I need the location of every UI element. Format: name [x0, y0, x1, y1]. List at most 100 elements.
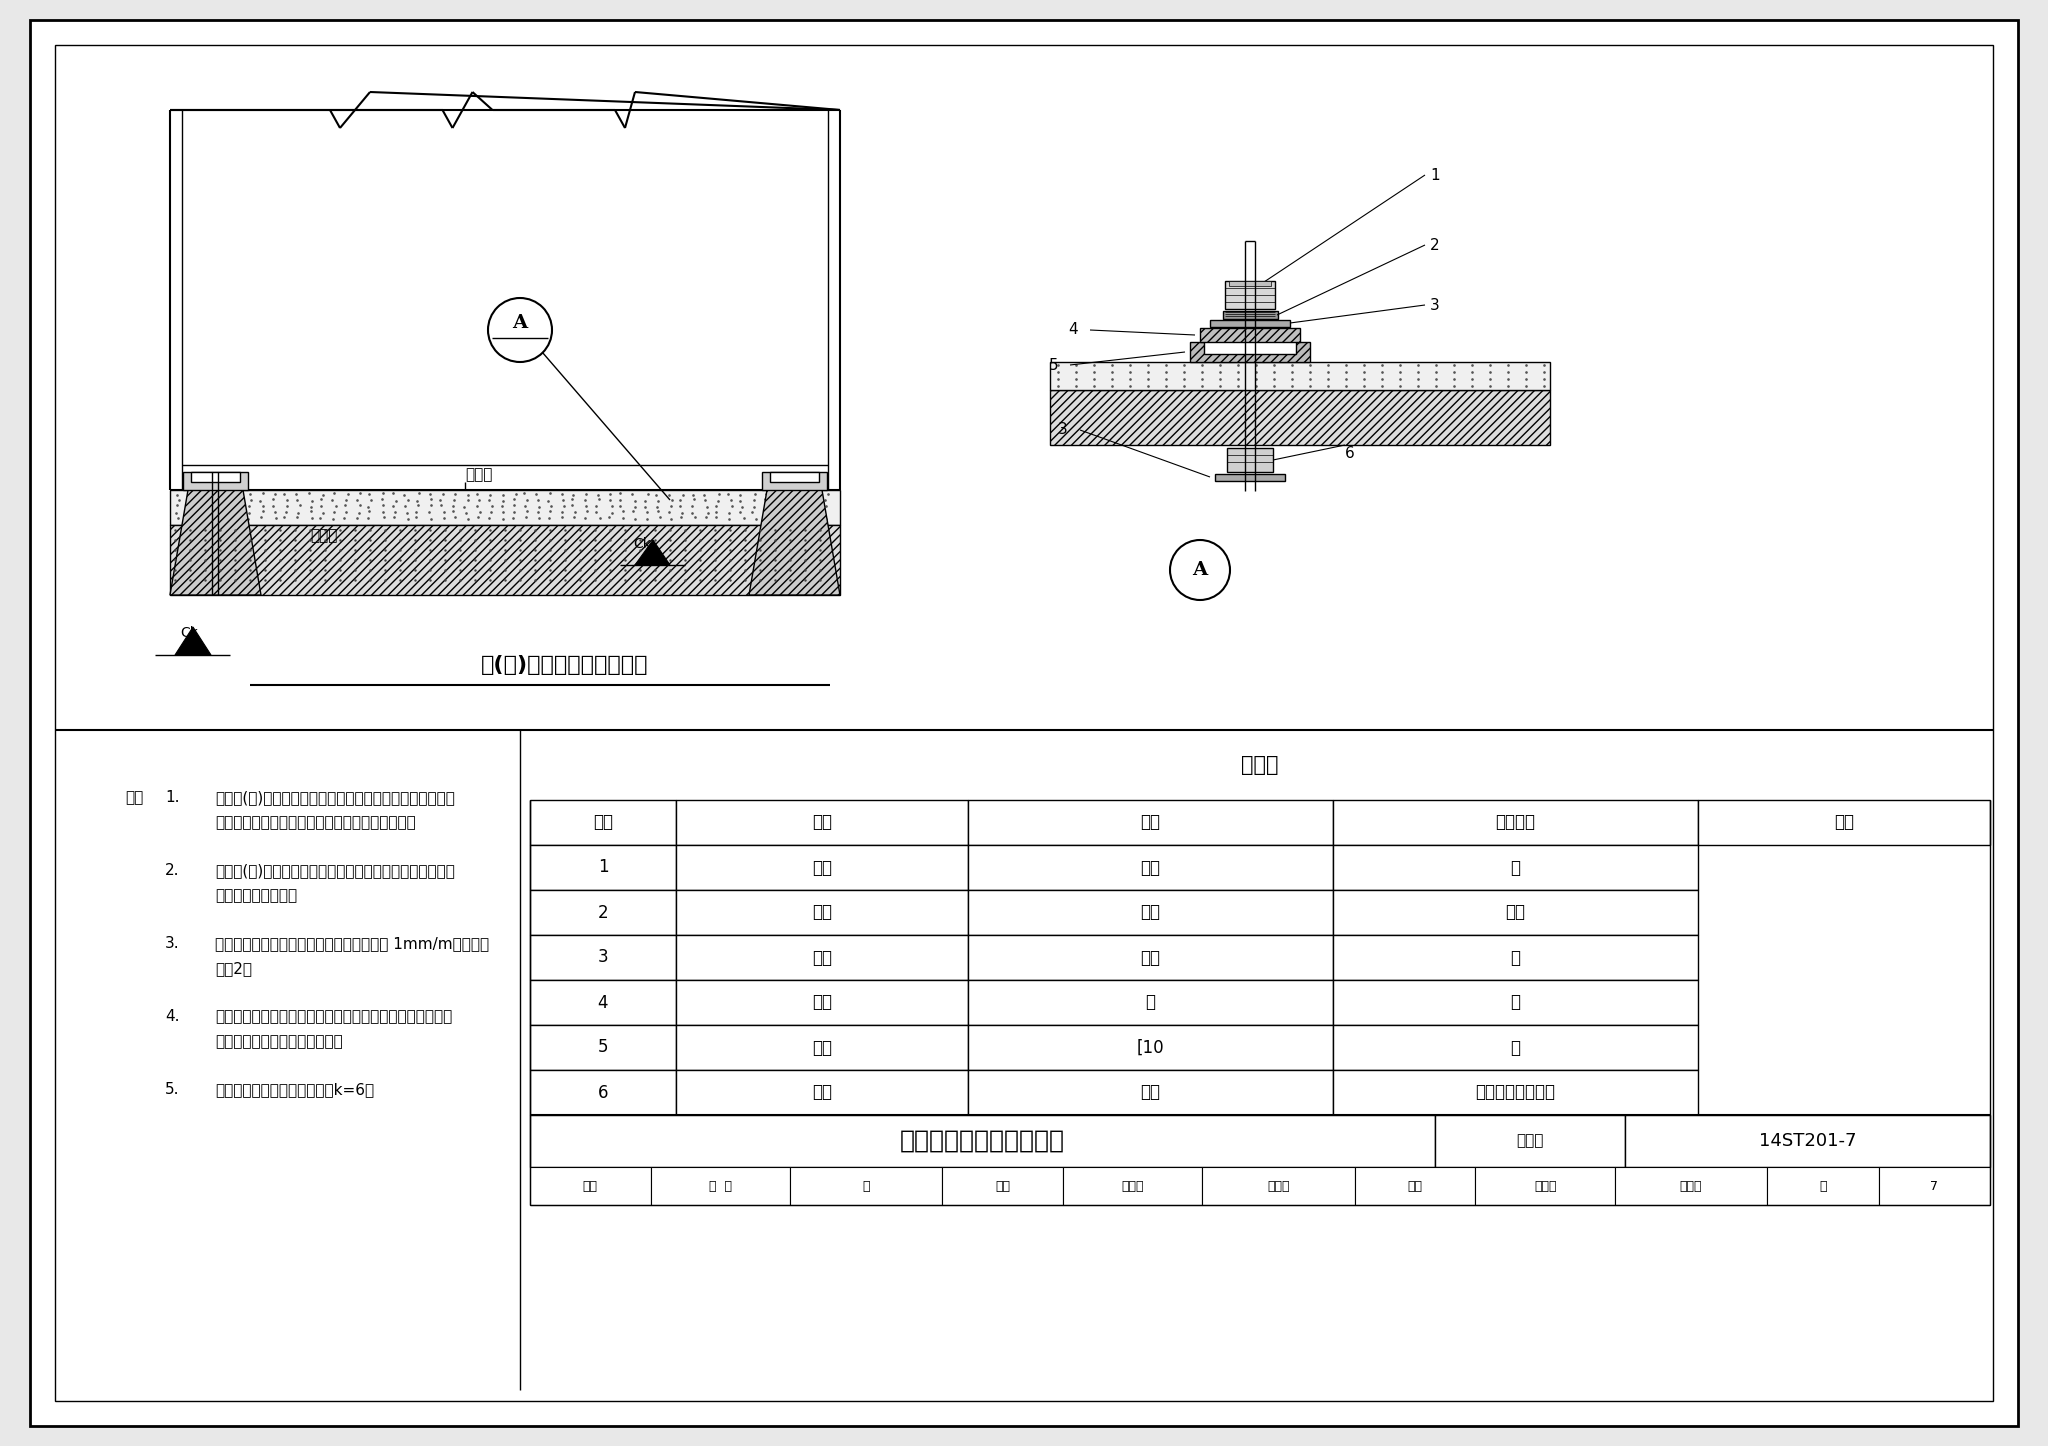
Bar	[676, 800, 969, 844]
Bar	[1333, 844, 1698, 889]
Bar	[1614, 1167, 1767, 1205]
Text: A: A	[1192, 561, 1208, 578]
Text: 2: 2	[598, 904, 608, 921]
Bar	[530, 844, 676, 889]
Text: 装修层: 装修层	[465, 467, 492, 482]
Text: A: A	[512, 314, 528, 333]
Text: 基础预埋件周围的土建装修层施工前，在基础预埋件螺栓安: 基础预埋件周围的土建装修层施工前，在基础预埋件螺栓安	[215, 1009, 453, 1024]
Text: Ck: Ck	[633, 536, 651, 551]
Bar	[969, 844, 1333, 889]
Bar	[530, 936, 676, 980]
Text: 审核: 审核	[584, 1180, 598, 1193]
Text: 开关柜(屏)与基础槽钢应用镀锌标准件螺栓连接，且防松零: 开关柜(屏)与基础槽钢应用镀锌标准件螺栓连接，且防松零	[215, 863, 455, 878]
Polygon shape	[635, 539, 670, 565]
Bar	[1202, 1167, 1354, 1205]
Text: 件齐全，安装牢固。: 件齐全，安装牢固。	[215, 888, 297, 902]
Bar	[969, 800, 1333, 844]
Text: 2: 2	[1430, 237, 1440, 253]
Text: 5: 5	[1049, 357, 1059, 373]
Text: －: －	[1511, 1038, 1520, 1057]
Text: 注：: 注：	[125, 790, 143, 805]
Bar	[530, 889, 676, 936]
Text: 结构层: 结构层	[309, 528, 338, 544]
Text: 设计: 设计	[1407, 1180, 1423, 1193]
Bar	[969, 1070, 1333, 1115]
Bar	[651, 1167, 791, 1205]
Text: 材料表: 材料表	[1241, 755, 1278, 775]
Bar	[676, 936, 969, 980]
Text: 封彬彬: 封彬彬	[1534, 1180, 1556, 1193]
Bar	[1333, 1070, 1698, 1115]
Text: 柜体: 柜体	[811, 993, 831, 1012]
Text: 螺栓: 螺栓	[811, 1083, 831, 1102]
Bar	[1878, 1167, 1991, 1205]
Text: 校对: 校对	[995, 1180, 1010, 1193]
Text: 变电所设备非绝缘安装图: 变电所设备非绝缘安装图	[901, 1129, 1065, 1152]
Bar	[1354, 1167, 1475, 1205]
Polygon shape	[170, 490, 260, 594]
Text: 开关柜(屏)安装的金属框架及基础槽钢必须接地良好，可开: 开关柜(屏)安装的金属框架及基础槽钢必须接地良好，可开	[215, 790, 455, 805]
Text: 4: 4	[1069, 322, 1077, 337]
Bar	[530, 980, 676, 1025]
Bar	[676, 844, 969, 889]
Text: 6: 6	[1346, 445, 1354, 460]
Text: 5.: 5.	[166, 1082, 180, 1098]
Bar	[530, 800, 676, 844]
Bar	[1698, 800, 1991, 844]
Bar	[1229, 281, 1272, 286]
Circle shape	[1169, 539, 1231, 600]
Text: 平垫: 平垫	[811, 949, 831, 966]
Text: 4.: 4.	[166, 1009, 180, 1024]
Bar	[1200, 328, 1300, 343]
Bar	[969, 936, 1333, 980]
Text: 弹垫: 弹垫	[811, 904, 831, 921]
Text: 3: 3	[1059, 422, 1067, 438]
Text: 页: 页	[1819, 1180, 1827, 1193]
Bar	[170, 525, 840, 594]
Bar	[530, 1070, 676, 1115]
Bar	[1051, 390, 1550, 445]
Text: [10: [10	[1137, 1038, 1165, 1057]
Polygon shape	[750, 490, 840, 594]
Text: 蔡志刚: 蔡志刚	[1122, 1180, 1145, 1193]
Text: 螺母: 螺母	[811, 859, 831, 876]
Bar	[1333, 889, 1698, 936]
Bar	[1475, 1167, 1614, 1205]
Bar	[1214, 474, 1284, 482]
Text: 5: 5	[598, 1038, 608, 1057]
Text: 镀锌: 镀锌	[1141, 1083, 1161, 1102]
Bar	[1333, 936, 1698, 980]
Bar	[676, 980, 969, 1025]
Text: 序号: 序号	[811, 814, 831, 831]
Bar	[969, 1025, 1333, 1070]
Text: －: －	[1511, 993, 1520, 1012]
Text: 14ST201-7: 14ST201-7	[1759, 1132, 1855, 1150]
Bar	[530, 1115, 1436, 1167]
Text: 镀锌: 镀锌	[1141, 859, 1161, 876]
Text: 柜(屏)非绝缘安装正立面图: 柜(屏)非绝缘安装正立面图	[481, 655, 649, 675]
Bar	[1051, 362, 1550, 390]
Bar	[1210, 320, 1290, 327]
Bar	[676, 1070, 969, 1115]
Text: 规格型号: 规格型号	[1495, 814, 1536, 831]
Text: 图集号: 图集号	[1516, 1134, 1544, 1148]
Text: 王  嘉: 王 嘉	[709, 1180, 731, 1193]
Bar	[1624, 1115, 1991, 1167]
Text: 镀锌: 镀锌	[1141, 949, 1161, 966]
Text: 配套: 配套	[1505, 904, 1526, 921]
Bar	[1227, 448, 1274, 471]
Bar	[530, 1167, 651, 1205]
Text: 6: 6	[598, 1083, 608, 1102]
Text: 镀锌: 镀锌	[1141, 904, 1161, 921]
Text: 叶博博: 叶博博	[1679, 1180, 1702, 1193]
Text: 槽钢: 槽钢	[811, 1038, 831, 1057]
Text: －: －	[1511, 949, 1520, 966]
Text: Ck: Ck	[180, 626, 199, 641]
Bar	[1767, 1167, 1878, 1205]
Text: 启的门与框架的接地端子间应用裸编织铜线连接。: 启的门与框架的接地端子间应用裸编织铜线连接。	[215, 816, 416, 830]
Text: 装位置预留螺栓安装操作空间。: 装位置预留螺栓安装操作空间。	[215, 1034, 342, 1048]
Text: 备注: 备注	[1835, 814, 1853, 831]
Text: 超过2。: 超过2。	[215, 962, 252, 976]
Bar	[969, 889, 1333, 936]
Text: 蔡志刚: 蔡志刚	[1268, 1180, 1290, 1193]
